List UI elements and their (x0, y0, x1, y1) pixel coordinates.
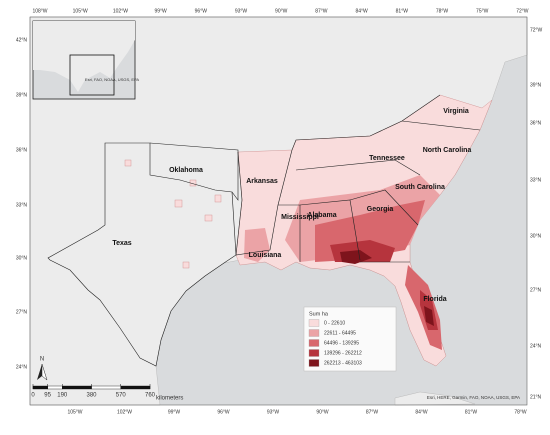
right-label: 33°N (530, 177, 542, 183)
left-label: 42°N (16, 37, 28, 43)
legend-label: 64496 - 139295 (324, 340, 359, 346)
scale-label: 570 (116, 393, 127, 399)
scale-segment (91, 385, 121, 390)
right-label: 30°N (530, 233, 542, 239)
scale-unit: kilometers (156, 396, 183, 402)
top-label: 75°W (476, 8, 489, 14)
right-label: 24°N (530, 343, 542, 349)
top-label: 102°W (113, 8, 128, 14)
legend-swatch (308, 329, 320, 337)
right-label: 36°N (530, 120, 542, 126)
right-label: 21°N (530, 394, 542, 400)
state-label: Georgia (367, 206, 394, 213)
cuba (394, 391, 476, 406)
county (214, 194, 222, 203)
state-boundaries (47, 94, 481, 367)
top-label: 90°W (275, 8, 288, 14)
left-label: 24°N (16, 364, 28, 370)
class-region (244, 228, 270, 262)
top-label: 96°W (195, 8, 208, 14)
top-label: 84°W (355, 8, 368, 14)
bottom-label: 102°W (117, 409, 132, 415)
inset-land (33, 21, 135, 92)
county (174, 199, 183, 208)
scale-segment (120, 385, 151, 390)
top-label: 78°W (436, 8, 449, 14)
right-label: 27°N (530, 287, 542, 293)
frame (29, 16, 528, 406)
bottom-label: 90°W (316, 409, 329, 415)
legend-title: Sum ha (309, 311, 329, 317)
scale-segment (62, 385, 92, 390)
county (124, 159, 132, 167)
county (204, 214, 213, 222)
right-label: 72°W (530, 27, 543, 33)
legend-swatch (308, 319, 320, 327)
bottom-label: 84°W (415, 409, 428, 415)
top-label: 81°W (396, 8, 409, 14)
scale-label: 760 (145, 393, 156, 399)
inset: Esri, FAO, NOAA, USGS, EPA (32, 20, 139, 100)
bottom-label: 78°W (514, 409, 527, 415)
left-label: 30°N (16, 255, 28, 261)
inset-extent (69, 54, 115, 96)
state-label: Virginia (443, 108, 469, 115)
legend-box (303, 306, 397, 372)
state-label: South Carolina (395, 184, 445, 191)
state-label: Texas (112, 240, 131, 247)
bottom-label: 93°W (267, 409, 280, 415)
state-label: Mississippi (281, 214, 319, 221)
scale-segment (47, 385, 63, 390)
scale-label: 380 (86, 393, 97, 399)
bottom-label: 81°W (465, 409, 478, 415)
scale-label: 0 (31, 393, 35, 399)
bottom-label: 99°W (168, 409, 181, 415)
class-region (424, 306, 434, 326)
top-label: 99°W (154, 8, 167, 14)
left-label: 36°N (16, 147, 28, 153)
scale-label: 190 (57, 393, 68, 399)
bottom-label: 105°W (67, 409, 82, 415)
legend-label: 0 - 22610 (324, 320, 345, 326)
bottom-label: 87°W (366, 409, 379, 415)
legend-label: 262213 - 463103 (324, 360, 362, 366)
top-label: 87°W (315, 8, 328, 14)
state-label: Florida (423, 296, 446, 303)
state-label: Tennessee (369, 155, 405, 162)
top-label: 93°W (235, 8, 248, 14)
top-label: 72°W (516, 8, 529, 14)
north-arrow: N (37, 357, 48, 381)
legend-swatch (308, 359, 320, 367)
north-label: N (40, 357, 44, 363)
top-label: 108°W (32, 8, 47, 14)
class-region (340, 250, 372, 264)
inset-attribution: Esri, FAO, NOAA, USGS, EPA (85, 77, 139, 82)
state-label: Arkansas (246, 178, 278, 185)
legend-swatch (308, 349, 320, 357)
scale-label: 95 (44, 393, 51, 399)
left-label: 27°N (16, 309, 28, 315)
left-label: 33°N (16, 202, 28, 208)
state-label: North Carolina (423, 147, 472, 154)
state-label: Louisiana (249, 252, 282, 259)
legend-label: 22611 - 64495 (324, 330, 356, 336)
top-label: 105°W (73, 8, 88, 14)
right-label: 39°N (530, 82, 542, 88)
left-label: 39°N (16, 92, 28, 98)
bottom-label: 96°W (217, 409, 230, 415)
legend-label: 139296 - 262212 (324, 350, 362, 356)
scale-segment (32, 385, 48, 390)
legend-swatch (308, 339, 320, 347)
state-label: Alabama (307, 212, 336, 219)
attribution: Esri, HERE, Garmin, FAO, NOAA, USGS, EPA (427, 395, 520, 400)
state-label: Oklahoma (169, 167, 203, 174)
county (182, 261, 190, 269)
